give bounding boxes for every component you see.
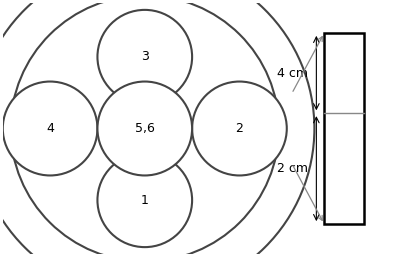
Ellipse shape: [3, 81, 98, 176]
Ellipse shape: [98, 81, 192, 176]
Ellipse shape: [98, 153, 192, 247]
Text: 2: 2: [236, 122, 243, 135]
Text: 4 cm: 4 cm: [278, 67, 308, 80]
Text: 2 cm: 2 cm: [278, 162, 308, 175]
Text: 3: 3: [141, 50, 149, 63]
Text: 5,6: 5,6: [135, 122, 155, 135]
Text: 4: 4: [46, 122, 54, 135]
Bar: [324, 33, 364, 224]
Text: 1: 1: [141, 194, 149, 207]
Ellipse shape: [192, 81, 287, 176]
Ellipse shape: [98, 10, 192, 104]
